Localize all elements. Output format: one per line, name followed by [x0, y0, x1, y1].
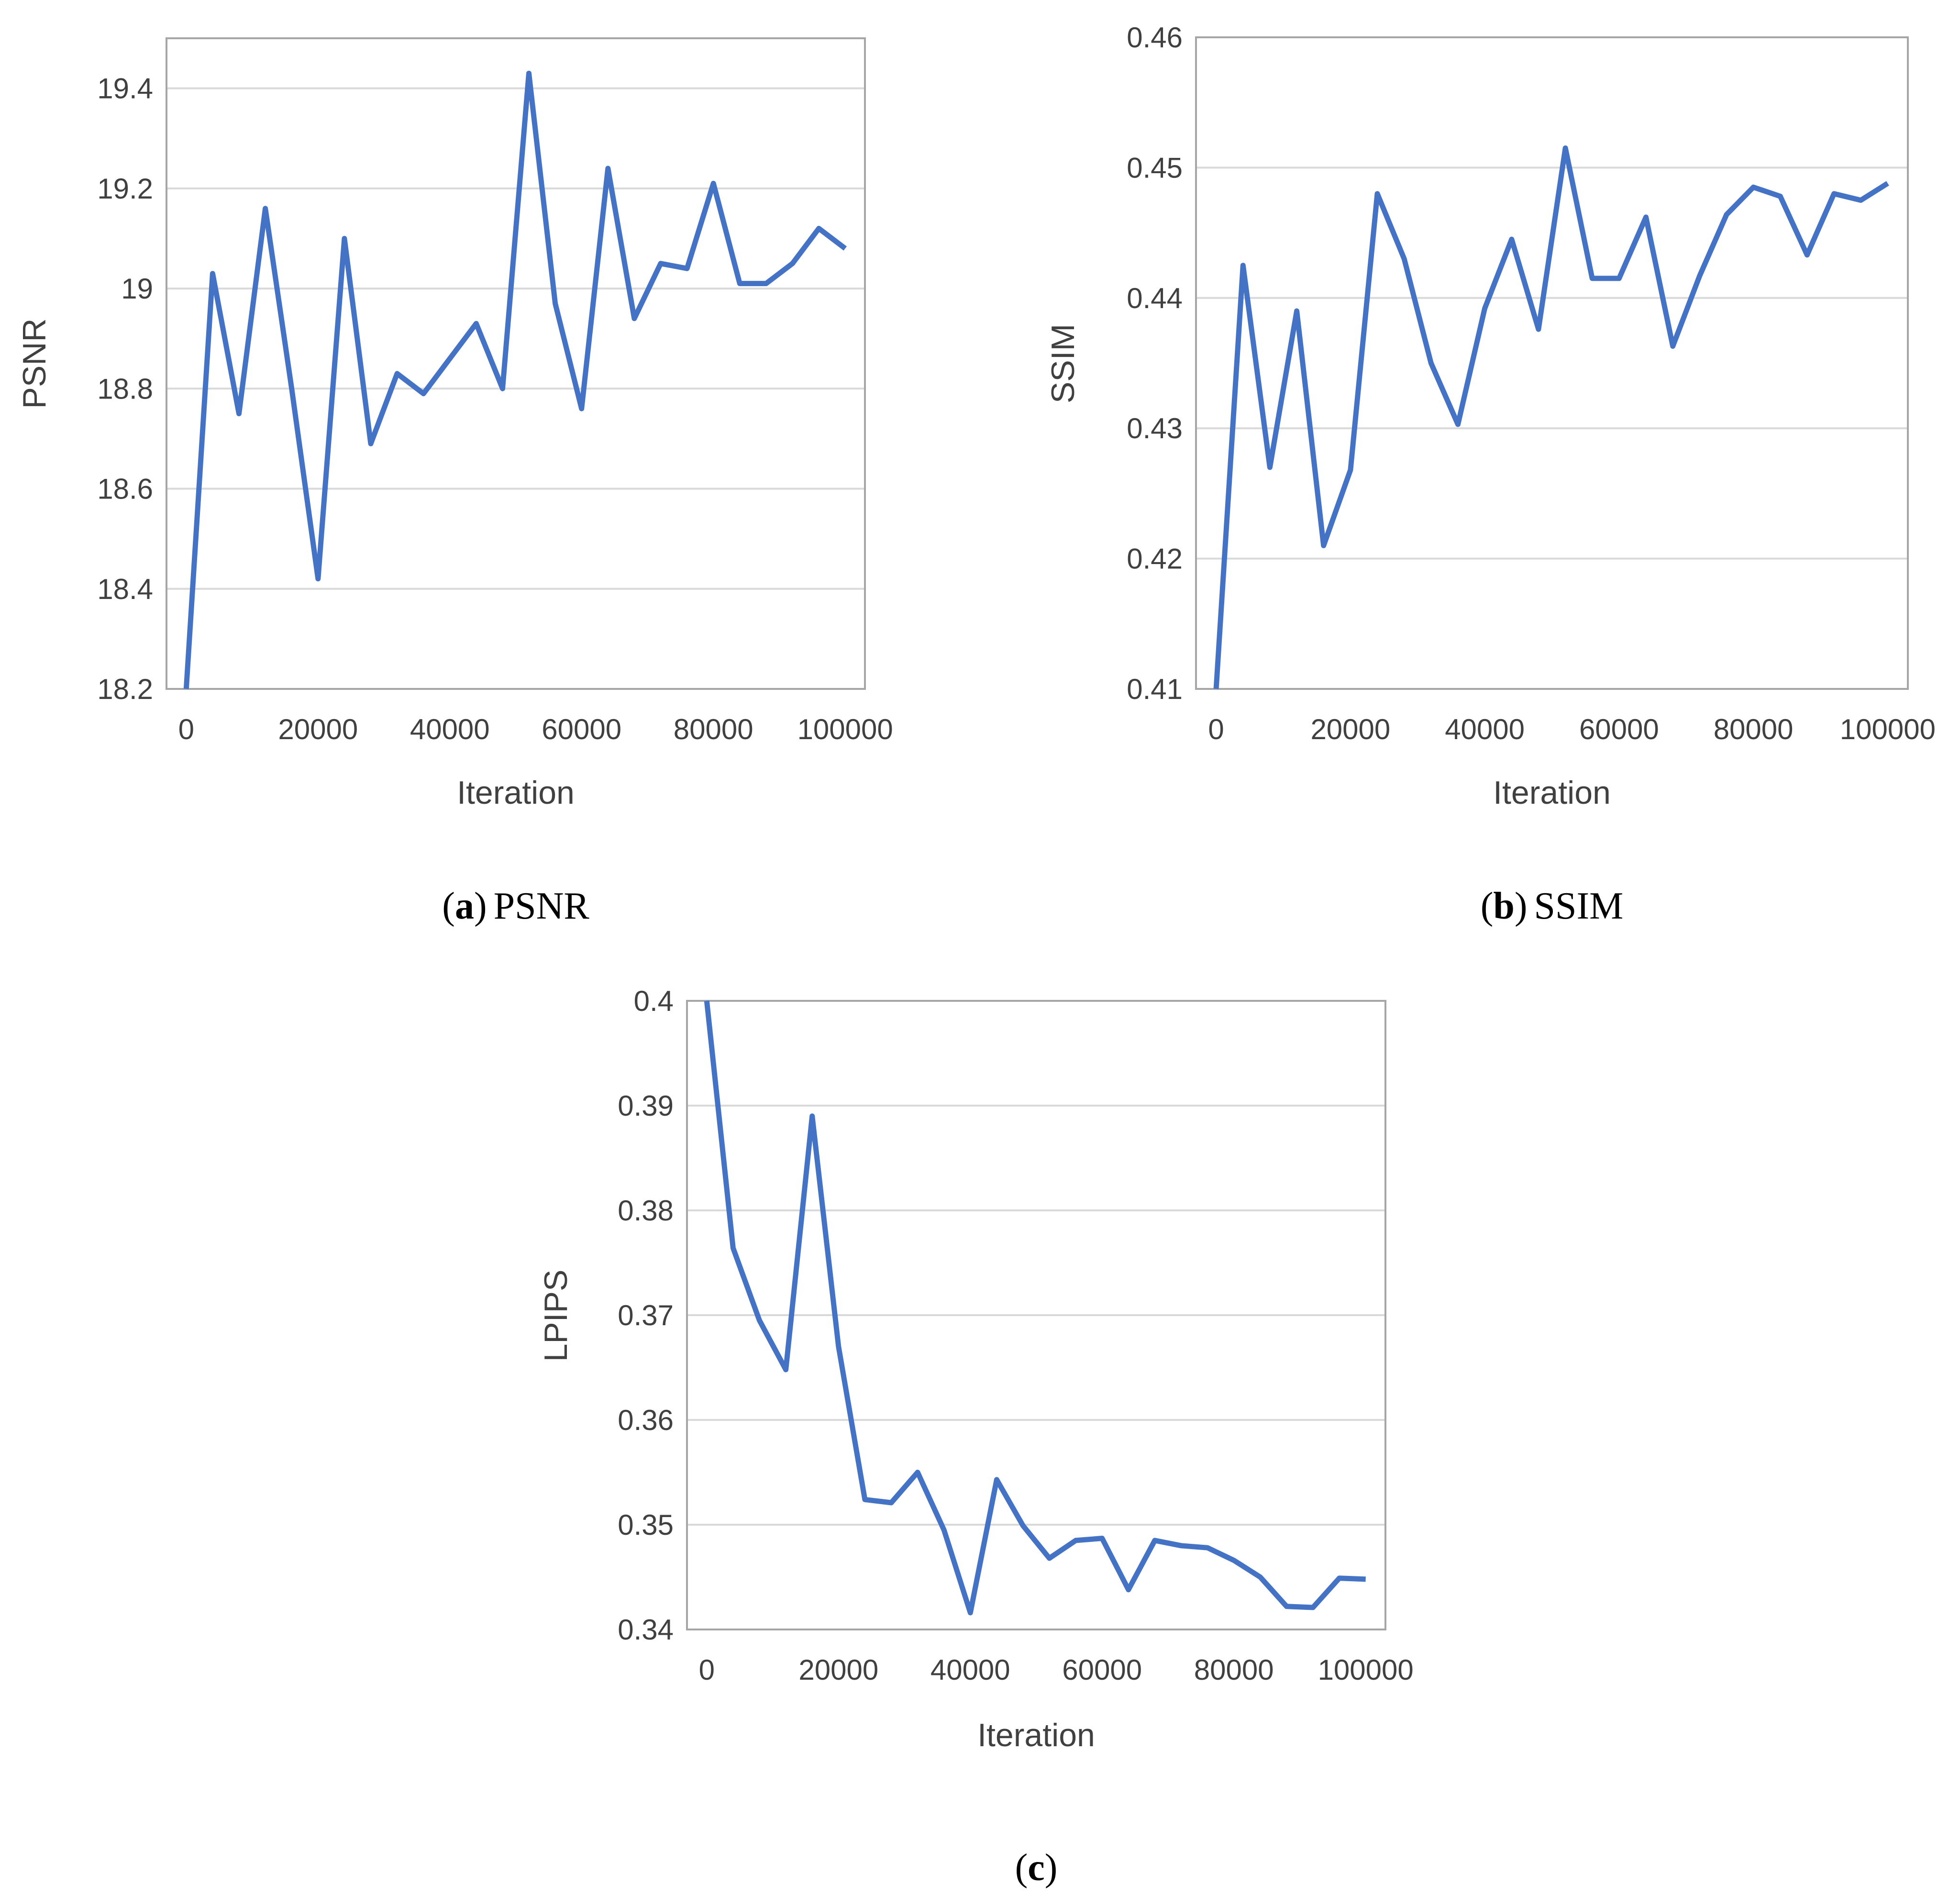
- lpips-y-tick-label: 0.35: [618, 1509, 674, 1541]
- psnr-series-line: [183, 70, 847, 689]
- lpips-caption: (c): [1015, 1847, 1058, 1889]
- ssim-gridlines: [1196, 36, 1908, 560]
- psnr-y-tick-labels: 18.2 18.4 18.6 18.8 19 19.2 19.4: [97, 73, 153, 705]
- ssim-plot-frame: [1195, 36, 1909, 690]
- lpips-series: [704, 1000, 1366, 1616]
- psnr-y-tick-label: 18.2: [97, 673, 153, 705]
- lpips-y-tick-label: 0.36: [618, 1404, 674, 1436]
- lpips-x-tick-label: 20000: [798, 1654, 878, 1686]
- ssim-x-tick-label: 40000: [1445, 713, 1525, 745]
- lpips-y-tick-label: 0.37: [618, 1299, 674, 1331]
- lpips-y-tick-label: 0.4: [634, 985, 674, 1017]
- psnr-x-tick-label: 100000: [797, 713, 893, 745]
- lpips-y-tick-label: 0.39: [618, 1090, 674, 1122]
- lpips-x-tick-label: 100000: [1318, 1654, 1414, 1686]
- ssim-y-tick-label: 0.45: [1127, 152, 1183, 184]
- psnr-gridlines: [166, 87, 865, 590]
- psnr-y-tick-label: 18.6: [97, 473, 153, 505]
- psnr-x-tick-label: 40000: [410, 713, 490, 745]
- lpips-y-tick-label: 0.38: [618, 1195, 674, 1227]
- ssim-x-tick-label: 60000: [1579, 713, 1659, 745]
- psnr-plot-frame: [166, 37, 866, 690]
- psnr-y-tick-label: 19.2: [97, 173, 153, 205]
- psnr-y-tick-label: 19: [121, 273, 153, 305]
- lpips-y-tick-labels: 0.34 0.35 0.36 0.37 0.38 0.39 0.4: [618, 985, 674, 1646]
- psnr-x-tick-label: 0: [178, 713, 194, 745]
- chart-ssim: 0.41 0.42 0.43 0.44 0.45 0.46 0 20000 40000 6000…: [1045, 22, 1936, 927]
- ssim-x-axis-title: Iteration: [1493, 775, 1611, 811]
- psnr-x-tick-label: 60000: [542, 713, 621, 745]
- ssim-x-tick-label: 20000: [1310, 713, 1390, 745]
- lpips-x-tick-label: 40000: [930, 1654, 1010, 1686]
- ssim-y-axis-title: SSIM: [1045, 324, 1081, 403]
- ssim-caption: (b) SSIM: [1481, 885, 1624, 927]
- psnr-caption-text: PSNR: [494, 885, 590, 927]
- psnr-x-tick-labels: 0 20000 40000 60000 80000 100000: [178, 713, 893, 745]
- ssim-y-tick-label: 0.42: [1127, 543, 1183, 575]
- lpips-gridlines: [687, 1000, 1385, 1526]
- ssim-caption-text: SSIM: [1534, 885, 1624, 927]
- psnr-x-axis-title: Iteration: [457, 775, 575, 811]
- lpips-x-tick-label: 60000: [1062, 1654, 1142, 1686]
- lpips-x-tick-label: 80000: [1194, 1654, 1274, 1686]
- ssim-x-tick-label: 80000: [1714, 713, 1794, 745]
- ssim-y-tick-label: 0.44: [1127, 282, 1183, 314]
- ssim-caption-letter: b: [1493, 885, 1515, 927]
- psnr-x-tick-label: 80000: [674, 713, 753, 745]
- lpips-y-tick-label: 0.34: [618, 1614, 674, 1646]
- psnr-y-tick-label: 19.4: [97, 73, 153, 105]
- lpips-caption-letter: c: [1028, 1847, 1045, 1889]
- lpips-x-tick-labels: 0 20000 40000 60000 80000 100000: [699, 1654, 1414, 1686]
- ssim-x-tick-labels: 0 20000 40000 60000 80000 100000: [1208, 713, 1936, 745]
- ssim-y-tick-label: 0.43: [1127, 412, 1183, 444]
- ssim-y-tick-label: 0.46: [1127, 22, 1183, 54]
- lpips-x-tick-label: 0: [699, 1654, 715, 1686]
- psnr-y-tick-label: 18.4: [97, 573, 153, 605]
- psnr-series: [183, 70, 847, 689]
- ssim-x-tick-label: 0: [1208, 713, 1224, 745]
- lpips-y-axis-title: LPIPS: [538, 1270, 574, 1362]
- psnr-caption-letter: a: [455, 885, 474, 927]
- lpips-x-axis-title: Iteration: [977, 1717, 1095, 1753]
- psnr-x-tick-label: 20000: [278, 713, 358, 745]
- psnr-caption: (a) PSNR: [442, 885, 589, 927]
- ssim-series: [1213, 145, 1889, 689]
- ssim-x-tick-label: 100000: [1840, 713, 1936, 745]
- chart-lpips: 0.34 0.35 0.36 0.37 0.38 0.39 0.4 0 20000 40000 6…: [538, 985, 1414, 1889]
- ssim-y-tick-labels: 0.41 0.42 0.43 0.44 0.45 0.46: [1127, 22, 1183, 705]
- ssim-y-tick-label: 0.41: [1127, 673, 1183, 705]
- lpips-series-line: [704, 1000, 1366, 1616]
- psnr-y-axis-title: PSNR: [16, 319, 53, 409]
- lpips-plot-frame: [686, 1000, 1386, 1630]
- ssim-series-line: [1213, 145, 1889, 689]
- chart-psnr: 18.2 18.4 18.6 18.8 19 19.2 19.4 0 20000 40000 60…: [16, 37, 893, 927]
- psnr-y-tick-label: 18.8: [97, 373, 153, 405]
